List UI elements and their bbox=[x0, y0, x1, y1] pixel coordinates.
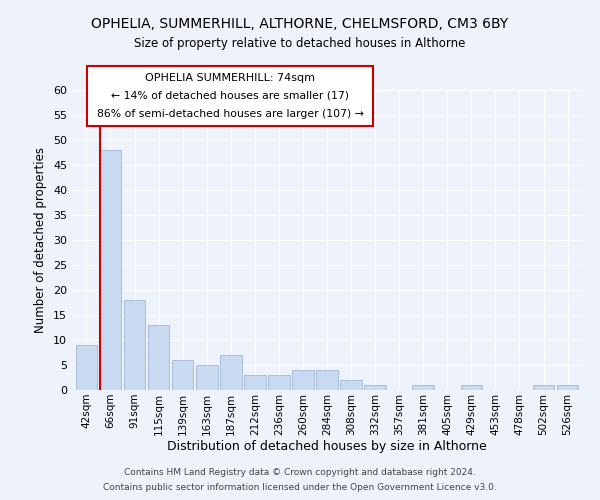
Bar bbox=[244, 375, 266, 390]
Bar bbox=[148, 325, 169, 390]
Bar bbox=[533, 385, 554, 390]
Bar bbox=[364, 385, 386, 390]
Bar bbox=[76, 345, 97, 390]
Bar bbox=[268, 375, 290, 390]
Bar bbox=[340, 380, 362, 390]
Bar bbox=[461, 385, 482, 390]
Text: Size of property relative to detached houses in Althorne: Size of property relative to detached ho… bbox=[134, 38, 466, 51]
Bar bbox=[412, 385, 434, 390]
Bar bbox=[100, 150, 121, 390]
Bar bbox=[292, 370, 314, 390]
Bar bbox=[557, 385, 578, 390]
X-axis label: Distribution of detached houses by size in Althorne: Distribution of detached houses by size … bbox=[167, 440, 487, 454]
FancyBboxPatch shape bbox=[88, 66, 373, 126]
Bar bbox=[196, 365, 218, 390]
Bar bbox=[316, 370, 338, 390]
Bar bbox=[220, 355, 242, 390]
Bar bbox=[172, 360, 193, 390]
Text: Contains HM Land Registry data © Crown copyright and database right 2024.: Contains HM Land Registry data © Crown c… bbox=[124, 468, 476, 477]
Text: 86% of semi-detached houses are larger (107) →: 86% of semi-detached houses are larger (… bbox=[97, 109, 364, 119]
Text: ← 14% of detached houses are smaller (17): ← 14% of detached houses are smaller (17… bbox=[111, 91, 349, 101]
Text: OPHELIA SUMMERHILL: 74sqm: OPHELIA SUMMERHILL: 74sqm bbox=[145, 73, 315, 83]
Text: OPHELIA, SUMMERHILL, ALTHORNE, CHELMSFORD, CM3 6BY: OPHELIA, SUMMERHILL, ALTHORNE, CHELMSFOR… bbox=[91, 18, 509, 32]
Y-axis label: Number of detached properties: Number of detached properties bbox=[34, 147, 47, 333]
Bar bbox=[124, 300, 145, 390]
Text: Contains public sector information licensed under the Open Government Licence v3: Contains public sector information licen… bbox=[103, 483, 497, 492]
